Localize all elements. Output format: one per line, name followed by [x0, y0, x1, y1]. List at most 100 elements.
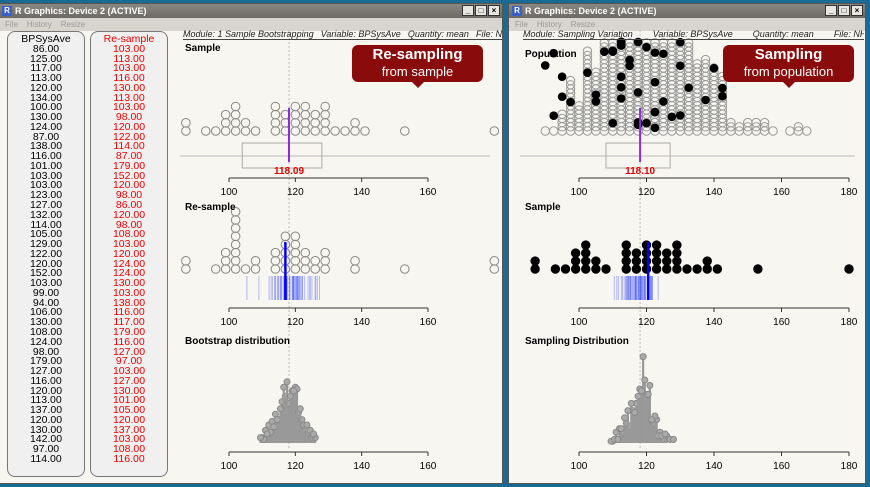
population-dot	[591, 71, 601, 82]
resample-value: 137.00	[112, 423, 146, 436]
resample-value: 116.00	[113, 452, 145, 465]
sampled-dot	[642, 118, 651, 128]
data-dot	[230, 101, 241, 112]
data-dot	[581, 264, 591, 274]
resample-value: 97.00	[115, 355, 143, 368]
data-dot	[651, 264, 662, 274]
resample-value: 108.00	[112, 443, 146, 456]
sampled-dot	[650, 123, 660, 133]
tick-label: 160	[773, 187, 790, 198]
callout-line2: from population	[743, 64, 834, 79]
resample-value: 127.00	[112, 374, 146, 387]
distribution-dot	[670, 435, 677, 443]
distribution-dot	[621, 414, 629, 422]
data-dot	[702, 256, 712, 266]
data-dot	[240, 118, 251, 128]
sample-column-title: BPSysAve	[21, 33, 71, 45]
resample-value: 124.00	[112, 257, 146, 270]
data-dot	[220, 118, 231, 128]
resample-value: 98.00	[115, 189, 143, 202]
resample-value: 114.00	[113, 140, 145, 153]
sampling-callout: Sampling from population	[723, 45, 854, 88]
population-dot	[768, 126, 778, 136]
callout-line1: Sampling	[754, 46, 823, 63]
population-dot	[565, 75, 576, 86]
sample-value: 142.00	[29, 433, 63, 446]
sampled-dot	[625, 55, 634, 65]
quantity-label: Quantity: mean	[407, 29, 469, 39]
resample-value: 120.00	[112, 120, 146, 133]
maximize-button[interactable]: □	[838, 5, 850, 16]
distribution-dot	[641, 376, 649, 384]
population-dot	[574, 101, 584, 111]
data-dot	[290, 231, 301, 242]
resample-value: 130.00	[112, 384, 146, 397]
sampled-dot	[701, 95, 710, 105]
distribution-dot	[624, 407, 632, 415]
menu-file[interactable]: File	[5, 20, 18, 29]
minimize-button[interactable]: _	[825, 5, 837, 16]
data-dot	[662, 248, 672, 258]
data-dot	[270, 247, 281, 258]
data-dot	[210, 126, 221, 136]
data-dot	[631, 264, 642, 274]
data-dot	[230, 207, 241, 217]
data-dot	[290, 101, 301, 112]
data-dot	[310, 118, 321, 128]
sample-value: 120.00	[29, 81, 63, 94]
resample-value: 116.00	[113, 306, 145, 319]
tick-label: 140	[353, 317, 370, 328]
data-dot	[310, 109, 321, 120]
distribution-dot	[627, 399, 635, 407]
population-dot	[582, 50, 593, 61]
sample-value: 120.00	[29, 384, 63, 397]
data-dot	[320, 109, 330, 120]
data-dot	[230, 239, 241, 250]
data-dot	[530, 264, 540, 274]
sampled-dot	[616, 83, 626, 92]
data-dot	[641, 264, 652, 274]
sampled-dot	[650, 77, 660, 87]
tick-label: 120	[287, 317, 304, 328]
window-title: R Graphics: Device 2 (ACTIVE)	[525, 6, 657, 16]
data-dot	[662, 256, 672, 266]
data-dot	[240, 264, 251, 274]
population-dot	[548, 126, 559, 136]
sampled-dot	[642, 42, 651, 52]
tick-label: 140	[353, 187, 370, 198]
distribution-dot	[263, 430, 271, 438]
tick-label: 100	[571, 461, 588, 472]
tick-label: 180	[841, 461, 858, 472]
sample-value: 152.00	[29, 267, 63, 280]
resample-value: 116.00	[113, 335, 145, 348]
distribution-dot	[646, 381, 654, 389]
menu-history[interactable]: History	[536, 20, 562, 29]
maximize-button[interactable]: □	[475, 5, 487, 16]
data-dot	[581, 248, 591, 258]
data-dot	[672, 256, 682, 266]
data-dot	[270, 101, 281, 112]
data-dot	[320, 256, 330, 266]
menu-resize[interactable]: Resize	[570, 20, 596, 29]
data-dot	[360, 126, 370, 136]
menu-resize[interactable]: Resize	[60, 20, 86, 29]
population-dot	[759, 117, 770, 128]
sampled-dot	[583, 68, 592, 77]
sampled-dot	[675, 37, 685, 47]
distribution-dot	[296, 405, 304, 413]
close-button[interactable]: ×	[488, 5, 500, 16]
resample-value: 120.00	[112, 413, 146, 426]
menu-file[interactable]: File	[515, 20, 528, 29]
sampled-dot	[718, 83, 727, 93]
sample-value: 101.00	[29, 159, 63, 172]
resample-value: 117.00	[113, 316, 145, 329]
resample-value: 103.00	[112, 365, 146, 378]
data-dot	[300, 126, 311, 136]
minimize-button[interactable]: _	[462, 5, 474, 16]
menu-history[interactable]: History	[26, 20, 52, 29]
population-dot	[743, 117, 753, 128]
data-dot	[220, 264, 231, 274]
resample-column: Re-sample 103.00 113.00 103.00 116.00 130.00 1…	[90, 31, 168, 477]
close-button[interactable]: ×	[851, 5, 863, 16]
